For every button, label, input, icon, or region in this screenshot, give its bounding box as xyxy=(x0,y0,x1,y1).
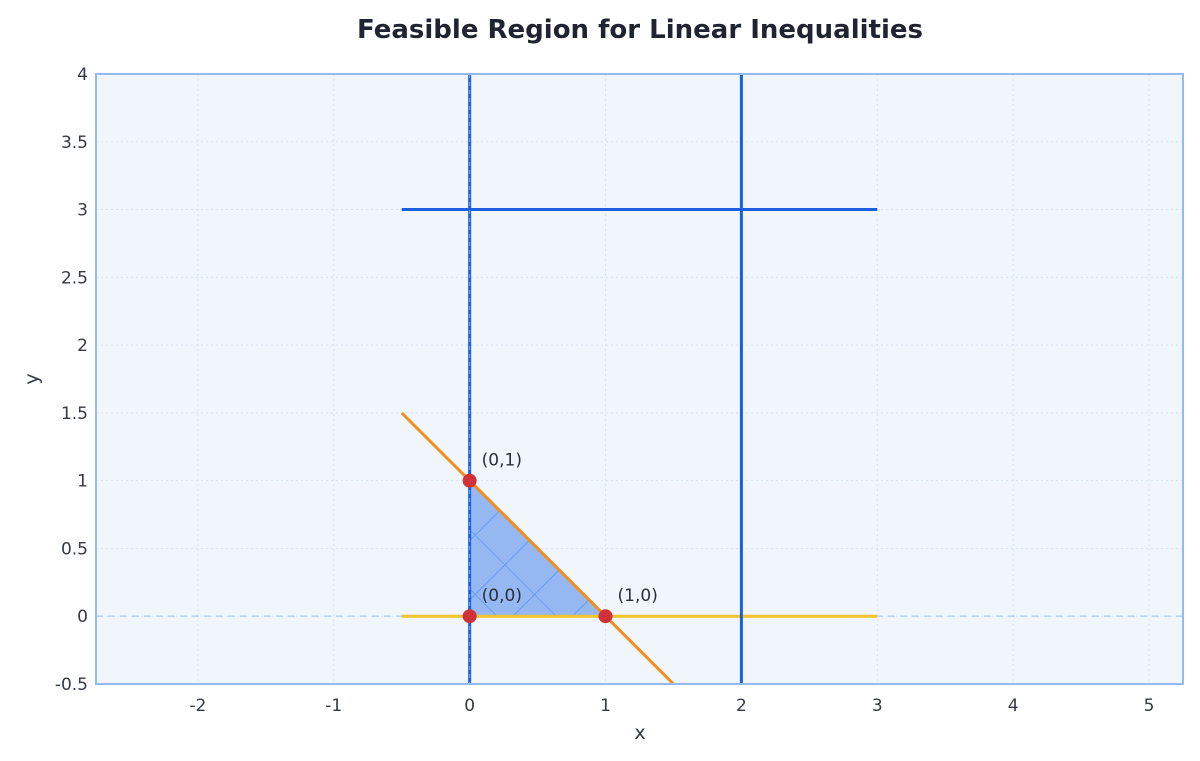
grid-lines xyxy=(96,73,1183,685)
y-tick-label: 2.5 xyxy=(61,268,88,288)
x-tick-label: 2 xyxy=(736,696,747,716)
y-tick-label: 4 xyxy=(77,65,88,85)
x-tick-label: -2 xyxy=(189,696,206,716)
y-tick-label: 1 xyxy=(77,472,88,492)
vertex-point xyxy=(462,609,477,624)
y-tick-label: 0.5 xyxy=(61,539,88,559)
y-tick-label: 3.5 xyxy=(61,133,88,153)
vertex-label: (1,0) xyxy=(618,586,658,606)
vertex-label: (0,0) xyxy=(482,586,522,606)
y-tick-label: 2 xyxy=(77,336,88,356)
x-tick-label: 5 xyxy=(1144,696,1155,716)
constraint-line-1 xyxy=(400,411,675,684)
plot-border xyxy=(95,73,1184,685)
plot-content xyxy=(96,74,1183,684)
vertex-point xyxy=(462,473,477,488)
y-axis-label: y xyxy=(21,373,43,384)
x-tick-label: -1 xyxy=(325,696,342,716)
x-axis-ticks: -2 -1 0 1 2 3 4 5 xyxy=(189,696,1154,716)
chart-title: Feasible Region for Linear Inequalities xyxy=(357,15,923,45)
y-tick-label: 1.5 xyxy=(61,404,88,424)
x-tick-label: 0 xyxy=(464,696,475,716)
x-tick-label: 1 xyxy=(600,696,611,716)
y-tick-label: 3 xyxy=(77,201,88,221)
x-tick-label: 4 xyxy=(1008,696,1019,716)
y-axis-ticks: -0.5 0 0.5 1 1.5 2 2.5 3 3.5 4 xyxy=(55,65,88,695)
y-tick-label: -0.5 xyxy=(55,675,88,695)
x-tick-label: 3 xyxy=(872,696,883,716)
x-axis-label: x xyxy=(634,722,645,744)
vertex-points: (0,1) (0,0) (1,0) xyxy=(462,451,658,624)
vertex-label: (0,1) xyxy=(482,451,522,471)
y-tick-label: 0 xyxy=(77,607,88,627)
vertex-point xyxy=(598,609,613,624)
plot-area xyxy=(96,74,1183,684)
